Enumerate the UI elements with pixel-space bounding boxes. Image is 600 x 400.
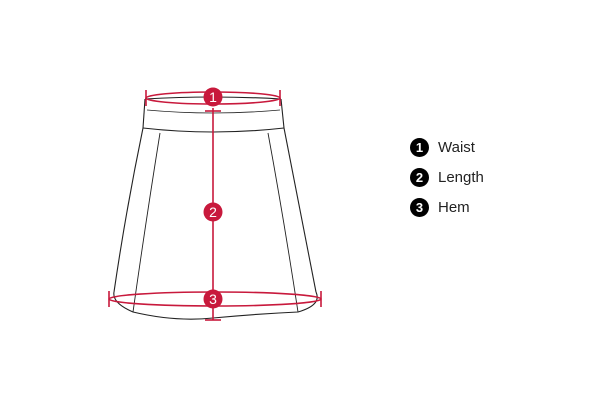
skirt-left-side bbox=[113, 127, 144, 293]
legend-label-length: Length bbox=[438, 168, 484, 186]
marker-3-number: 3 bbox=[209, 291, 217, 307]
legend-item-length: 2 Length bbox=[410, 166, 580, 188]
skirt-right-side bbox=[283, 127, 317, 293]
waistband-left-side bbox=[142, 98, 146, 129]
marker-2-number: 2 bbox=[209, 204, 217, 220]
legend-number-2: 2 bbox=[410, 167, 429, 187]
legend-number-1: 1 bbox=[410, 137, 429, 157]
marker-2: 2 bbox=[203, 202, 223, 222]
legend-label-hem: Hem bbox=[438, 198, 470, 216]
marker-1: 1 bbox=[203, 87, 223, 107]
legend-number-3: 3 bbox=[410, 197, 429, 217]
marker-1-number: 1 bbox=[209, 89, 217, 105]
right-panel-seam bbox=[267, 132, 299, 313]
legend-item-hem: 3 Hem bbox=[410, 196, 580, 218]
waistband-right-side bbox=[280, 98, 285, 129]
measurement-legend: 1 Waist 2 Length 3 Hem bbox=[410, 136, 580, 226]
left-panel-seam bbox=[132, 132, 161, 313]
legend-item-waist: 1 Waist bbox=[410, 136, 580, 158]
marker-3: 3 bbox=[203, 289, 223, 309]
legend-label-waist: Waist bbox=[438, 138, 475, 156]
